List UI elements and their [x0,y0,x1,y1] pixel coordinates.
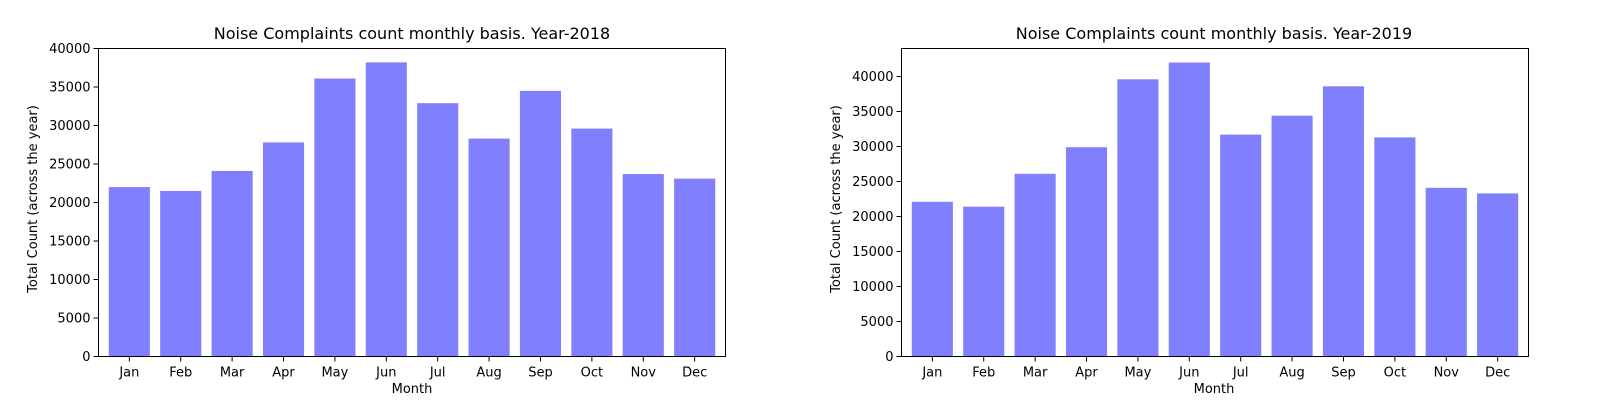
y-tick-label: 40000 [49,42,90,57]
plot-frame [901,48,1529,357]
bar-sep [1322,86,1365,357]
y-tick-label: 25000 [852,175,893,190]
y-tick-label: 20000 [49,196,90,211]
bar-feb [963,206,1005,357]
bar-oct [1374,137,1416,357]
x-tick-label: Jun [1178,366,1199,381]
x-tick-label: Oct [581,366,603,381]
chart-2019: Noise Complaints count monthly basis. Ye… [829,24,1529,397]
chart-title: Noise Complaints count monthly basis. Ye… [1016,24,1412,43]
bar-group [911,62,1519,357]
bar-nov [622,174,664,357]
x-tick-label: Aug [1279,366,1304,381]
bar-dec [1477,193,1519,357]
x-tick-label: Jan [118,366,139,381]
x-tick-label: Oct [1384,366,1406,381]
x-tick-label: Mar [1023,366,1048,381]
bar-jul [417,103,459,357]
x-tick-label: May [321,366,348,381]
x-tick-label: Feb [972,366,995,381]
tick-group: Jan Feb Mar Apr May Jun Jul Aug Sep Oct Nov Dec 0 500… [852,70,1510,381]
bar-jun [1168,62,1210,357]
bar-jun [365,62,407,357]
x-tick-label: Aug [476,366,501,381]
y-tick-label: 5000 [860,315,893,330]
x-tick-label: May [1124,366,1151,381]
x-tick-label: Mar [220,366,245,381]
x-tick-label: Jul [1232,366,1249,381]
y-tick-label: 5000 [57,312,90,327]
x-tick-label: Jan [921,366,942,381]
bar-aug [468,138,510,357]
bar-oct [571,128,613,357]
y-tick-label: 0 [885,350,893,365]
y-tick-label: 40000 [852,70,893,85]
x-tick-label: Dec [682,366,707,381]
x-tick-label: Sep [1331,366,1356,381]
y-tick-label: 10000 [852,280,893,295]
bar-may [314,78,356,357]
bar-nov [1425,187,1467,357]
plot-frame [98,48,726,357]
x-tick-label: Jul [429,366,446,381]
y-tick-label: 15000 [49,235,90,250]
y-tick-label: 10000 [49,273,90,288]
y-tick-label: 30000 [852,140,893,155]
x-tick-label: Nov [631,366,657,381]
y-tick-label: 15000 [852,245,893,260]
y-tick-label: 35000 [852,105,893,120]
chart-title: Noise Complaints count monthly basis. Ye… [214,24,610,43]
bar-may [1117,79,1159,357]
bar-mar [1014,173,1056,357]
x-axis-label: Month [1194,382,1235,397]
y-axis-label: Total Count (across the year) [26,105,41,294]
y-tick-label: 35000 [49,81,90,96]
x-tick-label: Apr [272,366,295,381]
x-tick-label: Nov [1434,366,1460,381]
bar-mar [211,170,253,357]
x-axis-label: Month [392,382,433,397]
bar-jan [108,187,150,357]
bar-jan [911,201,953,357]
bar-jul [1220,134,1262,357]
x-tick-label: Feb [169,366,192,381]
y-tick-label: 20000 [852,210,893,225]
tick-group: Jan Feb Mar Apr May Jun Jul Aug Sep Oct Nov Dec 0 500… [49,42,707,381]
x-tick-label: Apr [1075,366,1098,381]
y-tick-label: 0 [82,350,90,365]
bar-aug [1271,115,1313,357]
bar-group [108,62,716,357]
bar-feb [160,190,202,357]
y-tick-label: 25000 [49,158,90,173]
x-tick-label: Jun [375,366,396,381]
y-tick-label: 30000 [49,119,90,134]
bar-sep [519,90,562,357]
bar-apr [262,142,305,357]
bar-dec [674,178,716,357]
x-tick-label: Dec [1485,366,1510,381]
chart-2018: Noise Complaints count monthly basis. Ye… [26,24,726,397]
bar-apr [1065,147,1108,357]
x-tick-label: Sep [528,366,553,381]
y-axis-label: Total Count (across the year) [829,105,844,294]
